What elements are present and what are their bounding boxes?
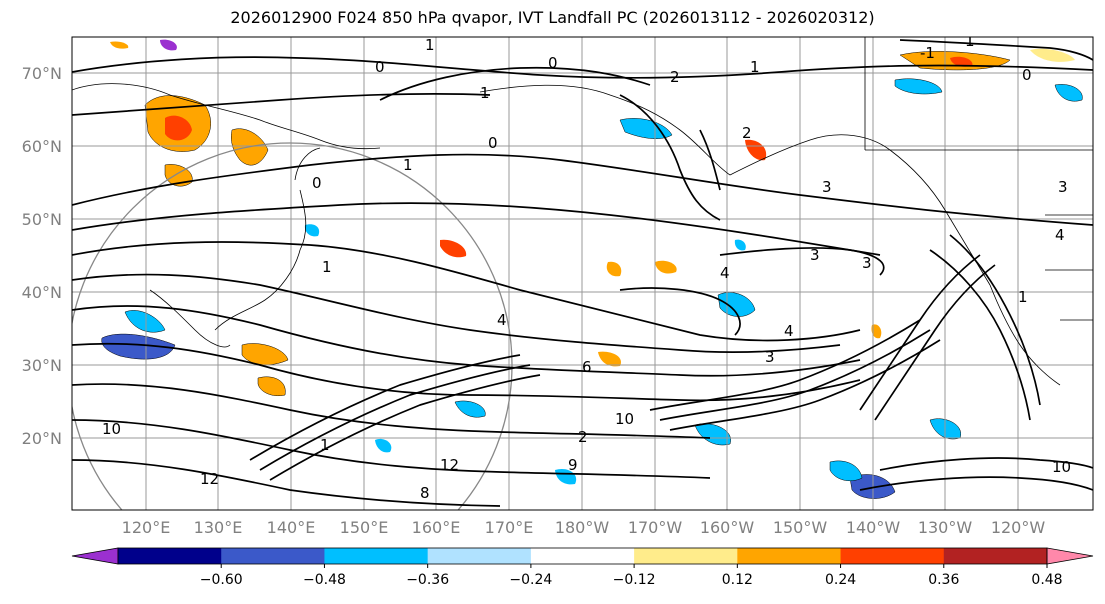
colorbar-frame (117, 547, 1048, 565)
lat-label: 20°N (22, 429, 62, 448)
contour-label: 0 (548, 54, 558, 72)
lat-label: 50°N (22, 210, 62, 229)
colorbar: −0.60 −0.48 −0.36 −0.24 −0.12 0.12 0.24 0.36 0.4… (71, 547, 1094, 588)
contour-label: 4 (784, 322, 794, 340)
contour-label: 3 (810, 246, 820, 264)
lon-label: 170°E (485, 518, 534, 537)
colorbar-extend-low (71, 547, 119, 565)
contour-label: 2 (670, 68, 680, 86)
contour-label: 4 (497, 311, 507, 329)
map-frame (71, 36, 1094, 511)
lon-label: 160°W (700, 518, 755, 537)
contour-label: 12 (200, 470, 219, 488)
colorbar-swatch (221, 548, 325, 564)
contour-label: 3 (862, 254, 872, 272)
contour-label: 8 (420, 484, 430, 502)
contour-label: 2 (578, 428, 588, 446)
lat-label: 30°N (22, 356, 62, 375)
contour-label: 10 (102, 420, 121, 438)
map-content: 1 0 1 0 2 1 -1 1 0 0 2 0 1 1 3 3 3 4 3 1… (72, 32, 1093, 510)
contour-labels: 1 0 1 0 2 1 -1 1 0 0 2 0 1 1 3 3 3 4 3 1… (102, 32, 1071, 502)
lon-label: 120°W (991, 518, 1046, 537)
lon-label: 170°W (628, 518, 683, 537)
gridlines (72, 37, 1093, 510)
lon-label: 140°E (267, 518, 316, 537)
contour-label: 6 (582, 358, 592, 376)
lon-label: 150°E (340, 518, 389, 537)
latitude-labels: 70°N 60°N 50°N 40°N 30°N 20°N (22, 64, 62, 448)
colorbar-swatch (324, 548, 429, 564)
contour-label: 0 (488, 134, 498, 152)
longitude-labels: 120°E 130°E 140°E 150°E 160°E 170°E 180°… (122, 518, 1046, 537)
lon-label: 140°W (846, 518, 901, 537)
contour-label: 10 (1052, 458, 1071, 476)
lon-label: 120°E (122, 518, 171, 537)
contour-label: 1 (320, 436, 330, 454)
lon-label: 130°E (194, 518, 243, 537)
contour-label: 0 (375, 58, 385, 76)
colorbar-swatch (634, 548, 738, 564)
contour-label: 1 (965, 32, 975, 50)
map-title: 2026012900 F024 850 hPa qvapor, IVT Land… (230, 8, 875, 27)
contour-label: 1 (750, 58, 760, 76)
contour-label: 9 (568, 456, 578, 474)
colorbar-tick-label: 0.12 (722, 572, 753, 588)
colorbar-tick-label: 0.24 (825, 572, 856, 588)
contour-label: 1 (403, 156, 413, 174)
contour-label: -1 (920, 44, 935, 62)
colorbar-swatch (427, 548, 532, 564)
lon-label: 150°W (773, 518, 828, 537)
colorbar-tick-label: 0.36 (928, 572, 959, 588)
colorbar-swatch (943, 548, 1048, 564)
colorbar-swatch (530, 548, 635, 564)
colorbar-tick-label: −0.48 (303, 572, 346, 588)
ivt-contours (72, 39, 1093, 507)
contour-label: 3 (765, 348, 775, 366)
colorbar-tick-label: −0.12 (613, 572, 656, 588)
contour-label: 10 (615, 410, 634, 428)
contour-label: 1 (425, 36, 435, 54)
contour-label: 12 (440, 456, 459, 474)
contour-label: 4 (720, 264, 730, 282)
contour-label: 4 (1055, 226, 1065, 244)
colorbar-tick-label: −0.24 (509, 572, 552, 588)
colorbar-extend-high (1046, 547, 1094, 565)
lon-label: 130°W (918, 518, 973, 537)
colorbar-tick-label: −0.36 (406, 572, 449, 588)
contour-label: 0 (1022, 66, 1032, 84)
colorbar-swatch (840, 548, 945, 564)
contour-label: 2 (742, 124, 752, 142)
contour-label: 3 (1058, 178, 1068, 196)
lon-label: 180°W (555, 518, 610, 537)
contour-label: 3 (822, 178, 832, 196)
colorbar-tick-label: −0.60 (200, 572, 243, 588)
lat-label: 40°N (22, 283, 62, 302)
lon-label: 160°E (412, 518, 461, 537)
colorbar-swatch (737, 548, 842, 564)
contour-label: 1 (1018, 288, 1028, 306)
lat-label: 60°N (22, 137, 62, 156)
contour-label: 0 (312, 174, 322, 192)
landfall-circle (72, 142, 513, 510)
colorbar-swatch (118, 548, 222, 564)
contour-label: 1 (480, 84, 490, 102)
lat-label: 70°N (22, 64, 62, 83)
colorbar-tick-label: 0.48 (1031, 572, 1062, 588)
contour-label: 1 (322, 258, 332, 276)
